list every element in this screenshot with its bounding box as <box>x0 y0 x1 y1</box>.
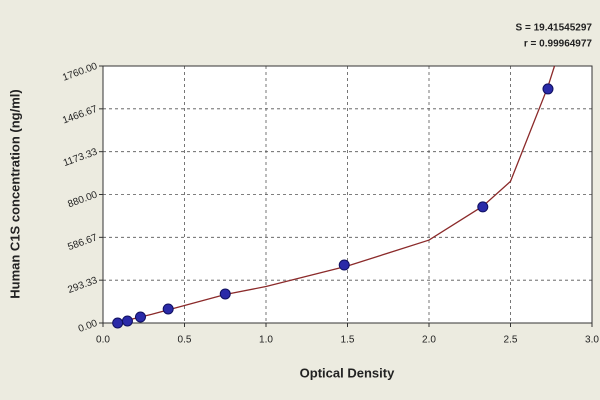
x-tick-label: 0.5 <box>178 335 192 346</box>
y-tick-label: 1466.67 <box>61 104 99 127</box>
data-point <box>542 83 554 95</box>
annotation: r = 0.99964977 <box>524 39 593 50</box>
data-point <box>162 303 174 315</box>
data-point <box>112 317 124 329</box>
y-tick-label: 1760.00 <box>61 61 99 84</box>
y-axis-label: Human C1S concentration (ng/ml) <box>7 89 22 298</box>
x-tick-label: 2.5 <box>504 335 518 346</box>
annotation: S = 19.41545297 <box>516 23 593 34</box>
data-point <box>477 201 489 213</box>
y-tick-label: 0.00 <box>77 318 99 335</box>
data-point <box>134 311 146 323</box>
data-point <box>219 288 231 300</box>
x-tick-label: 1.5 <box>341 335 355 346</box>
y-tick-label: 1173.33 <box>62 146 99 169</box>
x-tick-label: 0.0 <box>96 335 110 346</box>
y-tick-label: 880.00 <box>66 189 99 210</box>
x-tick-label: 2.0 <box>422 335 436 346</box>
y-tick-label: 293.33 <box>66 275 99 296</box>
x-tick-label: 1.0 <box>259 335 273 346</box>
y-tick-label: 586.67 <box>66 232 99 253</box>
plot-border <box>102 65 593 324</box>
x-tick-label: 3.0 <box>585 335 599 346</box>
data-point <box>121 315 133 327</box>
data-point <box>338 259 350 271</box>
x-axis-label: Optical Density <box>300 365 395 380</box>
